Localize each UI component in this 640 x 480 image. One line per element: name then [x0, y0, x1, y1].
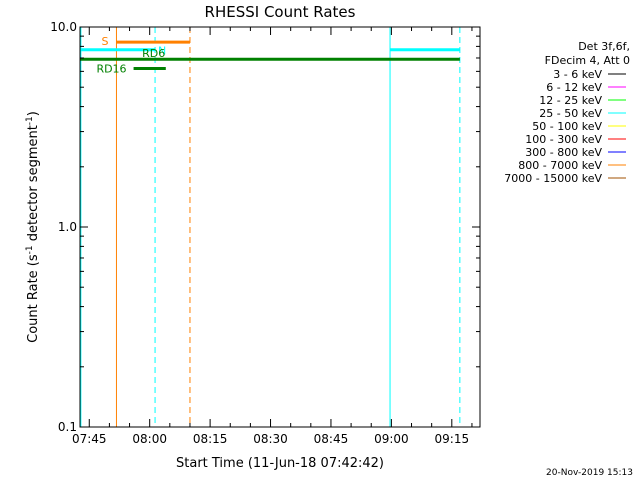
flag-label-n: N	[158, 45, 166, 58]
legend-label-0: 3 - 6 keV	[553, 68, 602, 81]
y-axis-label-mid: detector segment	[26, 125, 41, 245]
x-tick-label-5: 09:00	[374, 432, 409, 446]
y-axis-label-sup: -1	[25, 245, 35, 254]
y-axis-label: Count Rate (s-1 detector segment-1)	[25, 111, 41, 343]
x-tick-label-0: 07:45	[72, 432, 107, 446]
y-axis-label-sup2: -1	[25, 116, 35, 125]
plot-timestamp: 20-Nov-2019 15:13	[546, 468, 633, 478]
legend-label-4: 50 - 100 keV	[532, 120, 602, 133]
x-tick-label-2: 08:15	[193, 432, 228, 446]
y-axis-label-suffix: )	[26, 111, 41, 116]
legend-label-7: 800 - 7000 keV	[518, 159, 602, 172]
legend-label-1: 6 - 12 keV	[546, 81, 602, 94]
legend-label-5: 100 - 300 keV	[525, 133, 602, 146]
flag-label-s: S	[101, 35, 108, 48]
x-tick-label-1: 08:00	[132, 432, 167, 446]
flag-label-rd16: RD16	[96, 63, 126, 76]
legend-label-3: 25 - 50 keV	[539, 107, 602, 120]
y-axis-label-prefix: Count Rate (s	[26, 254, 41, 343]
x-tick-label-4: 08:45	[314, 432, 349, 446]
flag-label-rd6: RD6	[142, 47, 165, 60]
y-tick-label-1: 1.0	[58, 220, 77, 234]
legend-label-2: 12 - 25 keV	[539, 94, 602, 107]
x-axis-label: Start Time (11-Jun-18 07:42:42)	[176, 456, 384, 471]
x-tick-label-6: 09:15	[435, 432, 470, 446]
y-tick-label-2: 10.0	[50, 20, 77, 34]
legend-header-line-2: FDecim 4, Att 0	[545, 54, 630, 67]
x-tick-label-3: 08:30	[253, 432, 288, 446]
legend-label-6: 300 - 800 keV	[525, 146, 602, 159]
legend-header-line-1: Det 3f,6f,	[578, 40, 630, 53]
plot-frame	[79, 26, 481, 428]
chart-title: RHESSI Count Rates	[205, 3, 356, 21]
y-tick-label-0: 0.1	[58, 420, 77, 434]
legend-label-8: 7000 - 15000 keV	[504, 172, 602, 185]
